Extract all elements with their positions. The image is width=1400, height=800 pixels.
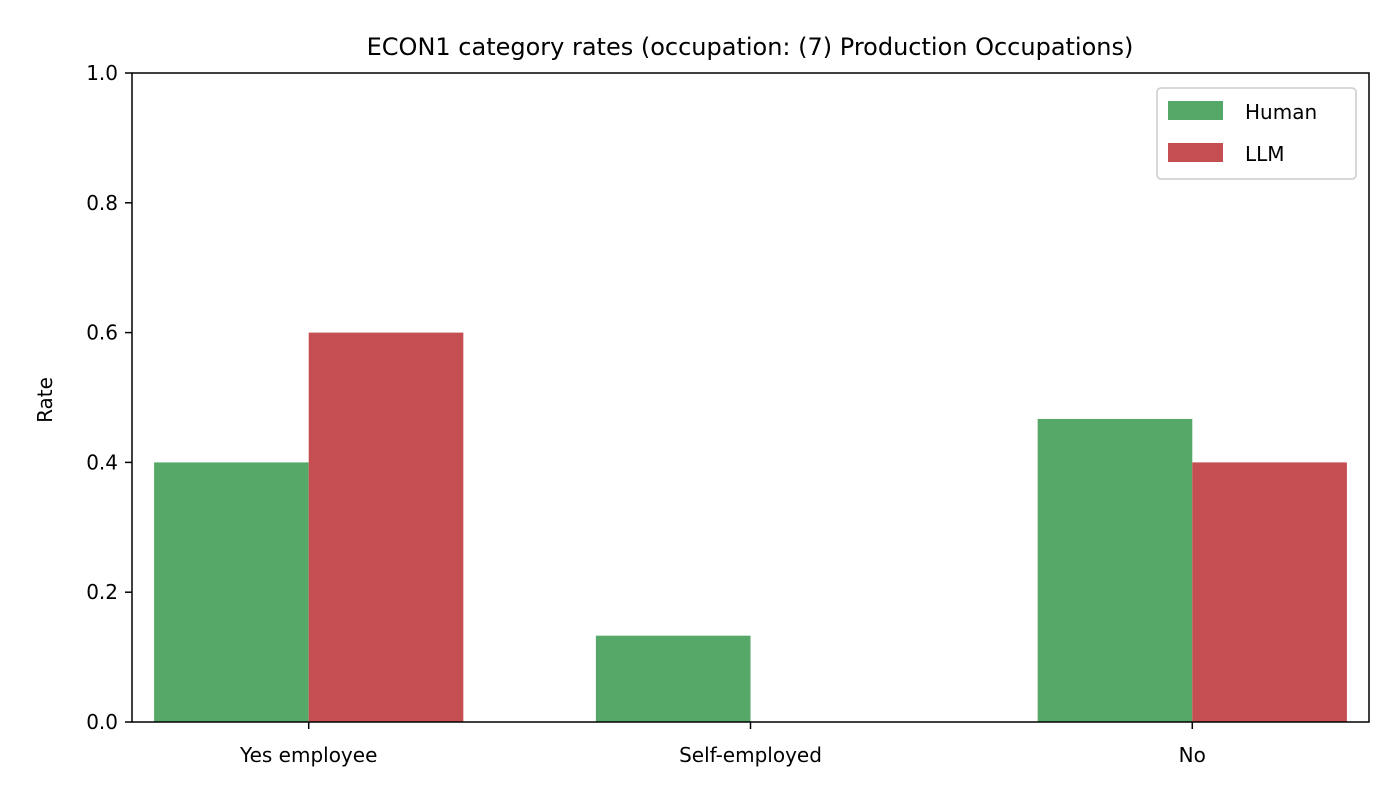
x-axis-ticks: Yes employee Self-employed No [239,722,1206,767]
legend-swatch-human [1168,101,1223,120]
bar-human-yes-employee [154,462,309,722]
plot-frame [131,72,1370,723]
bar-human-self-employed [595,635,751,722]
x-tick-label-yes-employee: Yes employee [239,743,377,767]
legend-label-llm: LLM [1245,142,1285,166]
y-tick-label: 0.6 [86,321,118,345]
legend-swatch-llm [1168,143,1223,162]
y-tick-label: 0.0 [86,710,118,734]
y-tick-label: 0.4 [86,450,118,474]
bar-llm-no [1192,462,1347,722]
legend-label-human: Human [1245,100,1317,124]
legend: Human LLM [1156,87,1357,180]
bar-llm-yes-employee [308,332,464,722]
chart-title: ECON1 category rates (occupation: (7) Pr… [367,33,1134,61]
y-tick-label: 1.0 [86,61,118,85]
bars-layer [154,332,1347,722]
x-tick-label-no: No [1179,743,1206,767]
x-tick-label-self-employed: Self-employed [679,743,822,767]
y-tick-label: 0.8 [86,191,118,215]
y-axis-ticks: 0.0 0.2 0.4 0.6 0.8 1.0 [86,61,132,734]
bar-human-no [1037,418,1193,722]
y-tick-label: 0.2 [86,580,118,604]
y-axis-label: Rate [33,377,57,423]
